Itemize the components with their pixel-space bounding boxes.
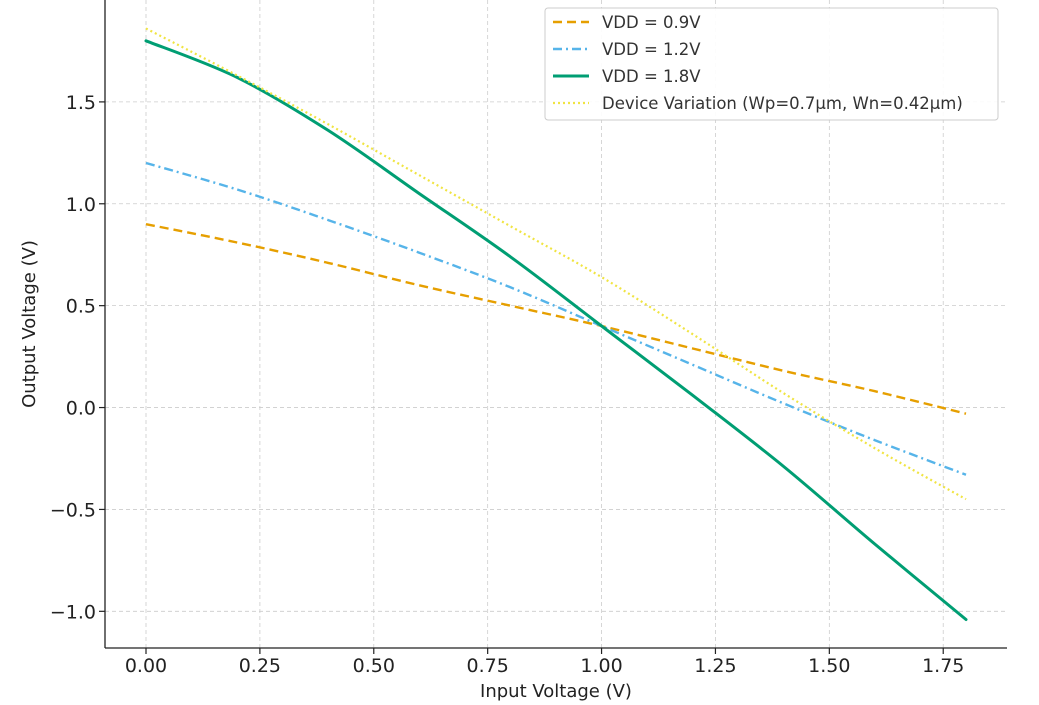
legend-box [544,7,999,121]
series-line-3 [144,39,968,621]
series-line-4 [145,27,967,501]
legend-label-3: VDD = 1.8V [602,67,701,86]
y-tick-label: 0.5 [66,296,96,318]
axes [104,0,1007,649]
y-axis-label: Output Voltage (V) [19,240,40,408]
y-tick-label: 1.0 [66,194,96,216]
x-tick-label: 1.00 [580,655,622,677]
tick-labels: 0.00 0.25 0.50 0.75 1.00 1.25 1.50 1.75 −1.0 −0.5… [50,92,965,677]
legend: VDD = 0.9V VDD = 1.2V VDD = 1.8V Device Var… [544,7,999,121]
x-tick-label: 1.25 [694,655,736,677]
series-line-1 [145,223,967,415]
y-tick-label: −0.5 [50,499,96,521]
y-tick-label: 1.5 [66,92,96,114]
x-tick-label: 1.50 [808,655,850,677]
legend-label-2: VDD = 1.2V [602,40,701,59]
legend-label-1: VDD = 0.9V [602,13,701,32]
x-tick-label: 1.75 [922,655,964,677]
series-line-2 [145,161,967,476]
x-axis-label: Input Voltage (V) [480,681,632,702]
x-tick-label: 0.00 [125,655,167,677]
x-tick-label: 0.25 [239,655,281,677]
y-tick-label: 0.0 [66,398,96,420]
x-tick-label: 0.50 [353,655,395,677]
x-tick-label: 0.75 [467,655,509,677]
series-lines [144,27,968,621]
legend-label-4: Device Variation (Wp=0.7μm, Wn=0.42μm) [602,94,963,113]
y-tick-label: −1.0 [50,601,96,623]
